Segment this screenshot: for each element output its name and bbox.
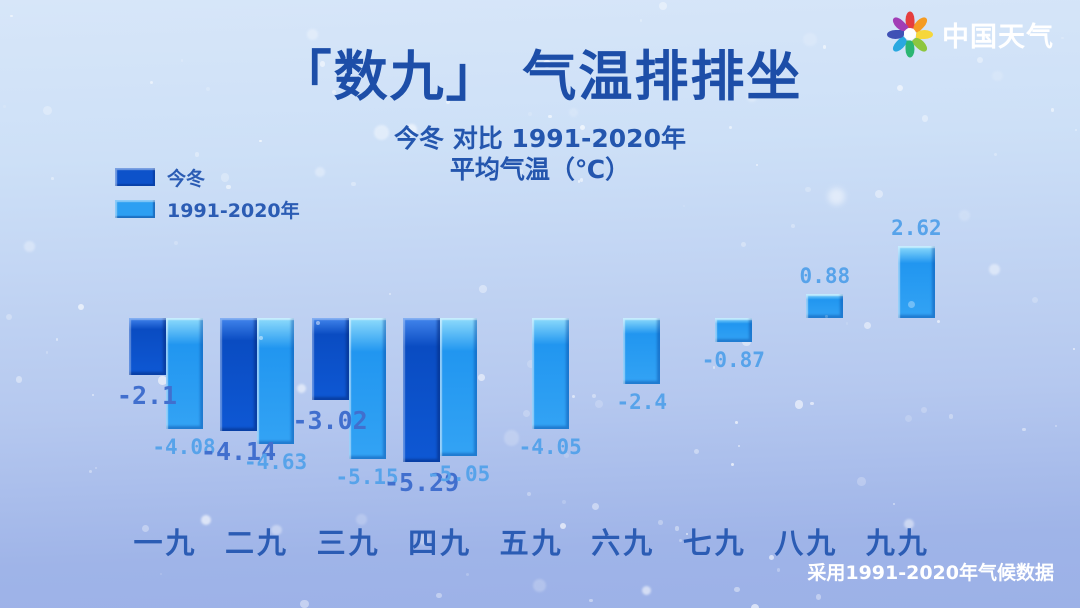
- bar-this-winter: [220, 318, 258, 432]
- china-weather-logo-icon: [887, 11, 933, 57]
- value-label: -4.05: [518, 434, 582, 459]
- bar-this-winter: [311, 318, 349, 401]
- value-label: -5.05: [427, 461, 491, 486]
- legend-item-this-winter: 今冬: [115, 166, 300, 190]
- legend-label: 1991-2020年: [167, 199, 300, 222]
- value-label: -5.15: [335, 464, 399, 489]
- legend-swatch-dark: [115, 168, 155, 186]
- bar-1991-2020: [257, 318, 295, 445]
- subtitle-line-1: 今冬 对比 1991-2020年: [394, 124, 686, 153]
- logo-text: 中国天气: [942, 21, 1054, 53]
- value-label: 2.62: [891, 216, 942, 241]
- bar-1991-2020: [714, 318, 752, 342]
- bar-1991-2020: [440, 318, 478, 456]
- x-axis-label: 四九: [408, 526, 473, 560]
- value-label: -0.87: [701, 347, 765, 372]
- value-label: -2.4: [616, 389, 668, 414]
- x-axis-label: 五九: [499, 526, 564, 560]
- bar-1991-2020: [806, 293, 844, 318]
- china-weather-logo: 中国天气: [887, 11, 1054, 57]
- legend: 今冬 1991-2020年: [115, 166, 300, 230]
- footer-note: 采用1991-2020年气候数据: [807, 562, 1054, 584]
- bar-1991-2020: [348, 318, 386, 459]
- value-label: -2.1: [116, 381, 178, 411]
- x-axis-label: 三九: [316, 526, 381, 560]
- x-axis-label: 九九: [865, 526, 930, 560]
- x-axis-label: 七九: [682, 526, 747, 560]
- subtitle-line-2: 平均气温（℃）: [449, 154, 631, 184]
- chart-subtitle: 今冬 对比 1991-2020年 平均气温（℃）: [0, 124, 1080, 185]
- legend-label: 今冬: [167, 167, 206, 190]
- x-axis-label: 六九: [591, 526, 656, 560]
- legend-item-1991-2020: 1991-2020年: [115, 198, 300, 222]
- logo-petal: [916, 29, 933, 39]
- bar-this-winter: [403, 318, 441, 463]
- bar-1991-2020: [623, 318, 661, 384]
- page-title: 「数九」 气温排排坐: [277, 45, 803, 108]
- x-axis-label: 八九: [774, 526, 839, 560]
- value-label: -4.08: [152, 435, 216, 460]
- value-label: 0.88: [799, 263, 851, 288]
- logo-hub: [904, 28, 916, 40]
- x-axis-label: 一九: [133, 526, 198, 560]
- value-label: -3.02: [292, 406, 368, 436]
- bar-1991-2020: [165, 318, 203, 430]
- value-label: -4.63: [243, 450, 308, 475]
- bar-1991-2020: [531, 318, 569, 429]
- legend-swatch-light: [115, 200, 155, 218]
- bar-1991-2020: [897, 246, 935, 318]
- x-axis-label: 二九: [225, 526, 290, 560]
- bar-this-winter: [128, 318, 166, 376]
- value-label: -4.14: [200, 437, 277, 467]
- value-label: -5.29: [384, 468, 460, 498]
